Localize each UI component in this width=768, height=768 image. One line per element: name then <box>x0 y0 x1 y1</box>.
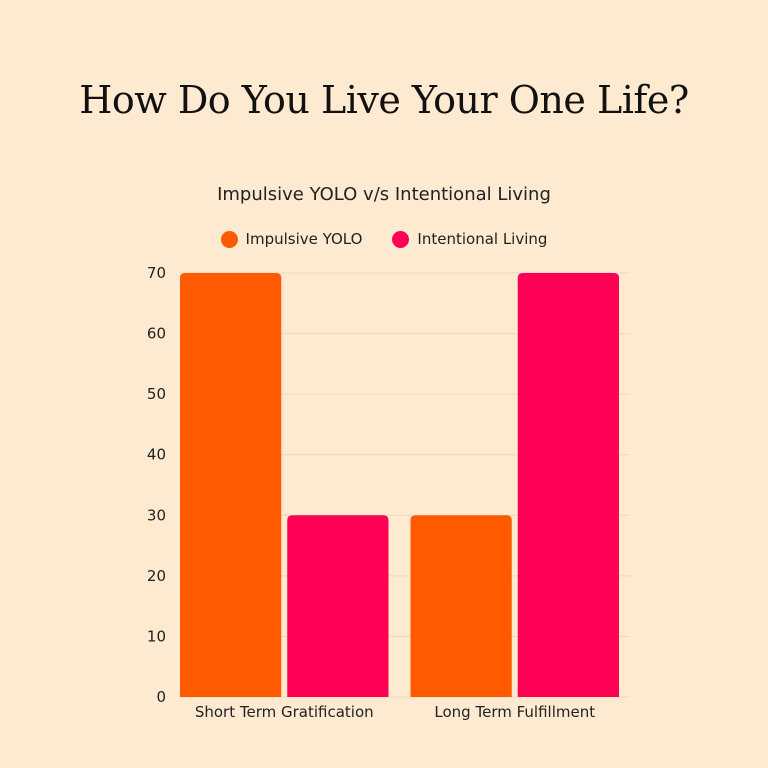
legend-item-intentional-living[interactable]: Intentional Living <box>392 230 547 248</box>
x-tick-label: Long Term Fulfillment <box>434 703 595 721</box>
legend: Impulsive YOLO Intentional Living <box>0 230 768 248</box>
y-tick-label: 20 <box>147 567 166 585</box>
bar <box>287 515 389 697</box>
legend-marker-icon <box>220 230 238 248</box>
y-tick-label: 50 <box>147 385 166 403</box>
legend-item-impulsive-yolo[interactable]: Impulsive YOLO <box>220 230 363 248</box>
bar <box>180 273 282 697</box>
bar <box>410 515 512 697</box>
y-tick-label: 30 <box>147 506 166 524</box>
x-tick-label: Short Term Gratification <box>195 703 374 721</box>
y-tick-label: 40 <box>147 446 166 464</box>
chart-subtitle: Impulsive YOLO v/s Intentional Living <box>217 184 551 205</box>
legend-marker-icon <box>392 230 410 248</box>
y-tick-label: 10 <box>147 627 166 645</box>
bar <box>517 273 619 697</box>
y-tick-label: 60 <box>147 325 166 343</box>
y-tick-label: 0 <box>156 688 166 706</box>
legend-label: Impulsive YOLO <box>245 230 363 248</box>
y-tick-label: 70 <box>147 264 166 282</box>
legend-label: Intentional Living <box>417 230 548 248</box>
page-title: How Do You Live Your One Life? <box>79 78 689 122</box>
